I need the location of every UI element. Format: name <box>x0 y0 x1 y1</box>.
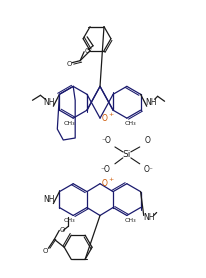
Text: CH₃: CH₃ <box>63 121 75 126</box>
Text: NH: NH <box>143 213 154 222</box>
Text: O: O <box>67 61 72 67</box>
Text: ⁻O: ⁻O <box>100 165 110 174</box>
Text: ⁻O: ⁻O <box>101 136 111 145</box>
Text: CH₃: CH₃ <box>125 218 137 223</box>
Text: O: O <box>84 48 90 54</box>
Text: CH₃: CH₃ <box>125 121 137 126</box>
Text: O: O <box>102 179 108 188</box>
Text: O: O <box>102 114 108 123</box>
Text: +: + <box>108 112 114 117</box>
Text: Si: Si <box>123 150 131 159</box>
Text: NH: NH <box>44 98 55 107</box>
Text: O: O <box>145 136 151 145</box>
Text: +: + <box>108 177 114 182</box>
Text: O⁻: O⁻ <box>144 165 154 174</box>
Text: O: O <box>60 227 65 233</box>
Text: NH: NH <box>145 98 156 107</box>
Text: CH₃: CH₃ <box>63 218 75 223</box>
Text: O: O <box>43 248 48 254</box>
Text: NH: NH <box>44 195 55 204</box>
